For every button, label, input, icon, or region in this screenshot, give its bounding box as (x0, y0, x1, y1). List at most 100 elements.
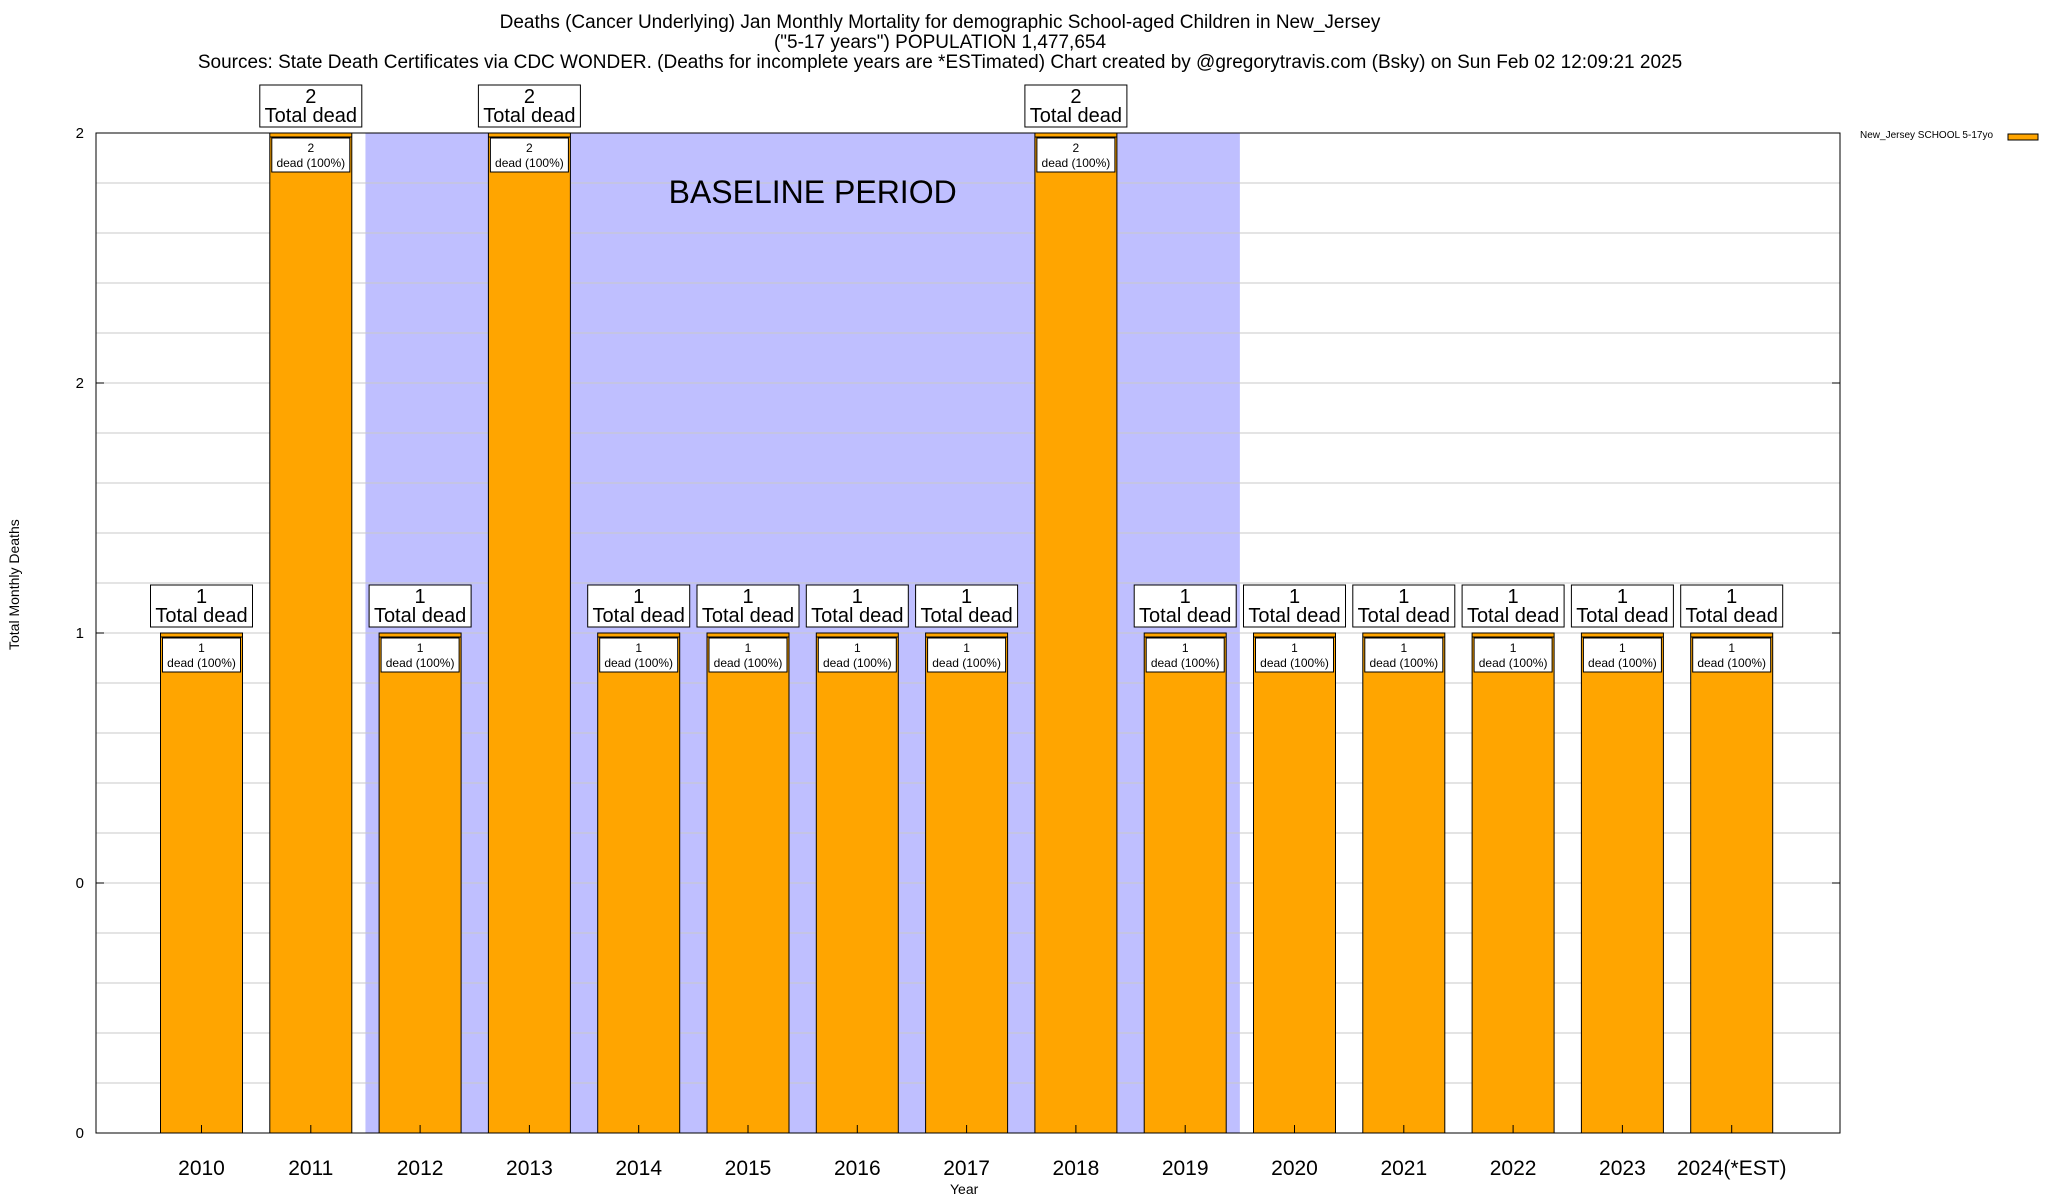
total-count-label: 1 (742, 586, 753, 608)
total-count-label: 2 (305, 86, 316, 108)
inner-count-label: 1 (417, 641, 424, 655)
inner-count-label: 1 (1619, 641, 1626, 655)
bar-2016 (815, 632, 899, 1134)
inner-count-label: 2 (307, 141, 314, 155)
x-tick-label: 2017 (943, 1157, 990, 1180)
bar-2022 (1471, 632, 1555, 1134)
total-count-label: 1 (415, 586, 426, 608)
total-count-label: 1 (1180, 586, 1191, 608)
inner-count-label: 2 (526, 141, 533, 155)
legend-label: New_Jersey SCHOOL 5-17yo (1860, 130, 1994, 141)
bar-2021 (1362, 632, 1446, 1134)
total-dead-label: Total dead (593, 605, 685, 627)
total-count-label: 2 (1070, 86, 1081, 108)
inner-label-box (927, 637, 1007, 673)
total-label-box (1570, 584, 1674, 628)
total-count-label: 1 (1726, 586, 1737, 608)
x-tick-label: 2019 (1162, 1157, 1209, 1180)
total-label-box (150, 584, 253, 628)
inner-pct-label: dead (100%) (823, 656, 892, 670)
x-tick-label: 2012 (397, 1157, 444, 1180)
total-dead-label: Total dead (920, 605, 1012, 627)
total-count-label: 1 (1617, 586, 1628, 608)
bar-2014 (597, 632, 681, 1134)
inner-pct-label: dead (100%) (1588, 656, 1657, 670)
inner-count-label: 1 (1510, 641, 1517, 655)
plot-frame (95, 132, 1841, 1134)
total-label-box (368, 584, 472, 628)
inner-label-box (380, 637, 460, 673)
inner-pct-label: dead (100%) (1697, 656, 1766, 670)
total-label-box (696, 584, 800, 628)
inner-pct-label: dead (100%) (1151, 656, 1220, 670)
baseline-period-label: BASELINE PERIOD (669, 174, 957, 210)
total-label-box (1133, 584, 1237, 628)
total-label-box (915, 584, 1019, 628)
x-tick-label: 2010 (178, 1157, 225, 1180)
inner-label-box (1692, 637, 1772, 673)
total-dead-label: Total dead (1139, 605, 1231, 627)
total-count-label: 1 (196, 586, 207, 608)
bar-2019 (1143, 632, 1227, 1134)
inner-label-box (708, 637, 788, 673)
total-count-label: 1 (1289, 586, 1300, 608)
inner-count-label: 1 (1400, 641, 1407, 655)
inner-pct-label: dead (100%) (1369, 656, 1438, 670)
inner-pct-label: dead (100%) (714, 656, 783, 670)
total-count-label: 1 (852, 586, 863, 608)
bar-2015 (706, 632, 790, 1134)
inner-label-box (1036, 137, 1116, 173)
inner-pct-label: dead (100%) (1479, 656, 1548, 670)
total-count-label: 1 (1508, 586, 1519, 608)
x-tick-label: 2023 (1599, 1157, 1646, 1180)
inner-label-box (1582, 637, 1662, 673)
total-label-box (805, 584, 909, 628)
inner-label-box (1145, 637, 1225, 673)
chart-title: Deaths (Cancer Underlying) Jan Monthly M… (499, 12, 1381, 33)
total-count-label: 1 (961, 586, 972, 608)
total-dead-label: Total dead (1358, 605, 1450, 627)
total-count-label: 1 (1398, 586, 1409, 608)
inner-pct-label: dead (100%) (604, 656, 673, 670)
x-tick-label: 2013 (506, 1157, 553, 1180)
inner-label-box (1473, 637, 1553, 673)
inner-count-label: 1 (635, 641, 642, 655)
legend-swatch (2007, 133, 2039, 141)
total-label-box (1680, 584, 1784, 628)
inner-count-label: 1 (854, 641, 861, 655)
inner-count-label: 2 (1073, 141, 1080, 155)
y-tick-label: 0 (76, 875, 84, 892)
chart-sources: Sources: State Death Certificates via CD… (197, 52, 1683, 73)
y-tick-label: 0 (76, 1125, 84, 1142)
inner-label-box (271, 137, 351, 173)
inner-count-label: 1 (1291, 641, 1298, 655)
total-dead-label: Total dead (1467, 605, 1559, 627)
total-count-label: 1 (633, 586, 644, 608)
y-tick-label: 2 (76, 125, 84, 142)
y-tick-label: 2 (76, 375, 84, 392)
x-tick-label: 2015 (725, 1157, 772, 1180)
x-tick-label: 2020 (1271, 1157, 1318, 1180)
x-tick-label: 2011 (288, 1157, 333, 1180)
inner-count-label: 1 (1728, 641, 1735, 655)
inner-pct-label: dead (100%) (386, 656, 455, 670)
inner-pct-label: dead (100%) (1042, 156, 1111, 170)
y-tick-label: 1 (76, 625, 84, 642)
total-dead-label: Total dead (1576, 605, 1668, 627)
inner-label-box (817, 637, 897, 673)
inner-label-box (162, 637, 241, 673)
x-tick-label: 2014 (615, 1157, 662, 1180)
inner-label-box (489, 137, 569, 173)
total-dead-label: Total dead (1248, 605, 1340, 627)
bar-2010 (160, 632, 243, 1134)
bar-2020 (1253, 632, 1336, 1134)
total-dead-label: Total dead (374, 605, 466, 627)
bar-2011 (269, 132, 353, 1134)
inner-pct-label: dead (100%) (932, 656, 1001, 670)
inner-label-box (1364, 637, 1444, 673)
x-axis-label: Year (950, 1181, 979, 1197)
total-dead-label: Total dead (483, 105, 575, 127)
total-dead-label: Total dead (265, 105, 357, 127)
total-dead-label: Total dead (811, 605, 903, 627)
